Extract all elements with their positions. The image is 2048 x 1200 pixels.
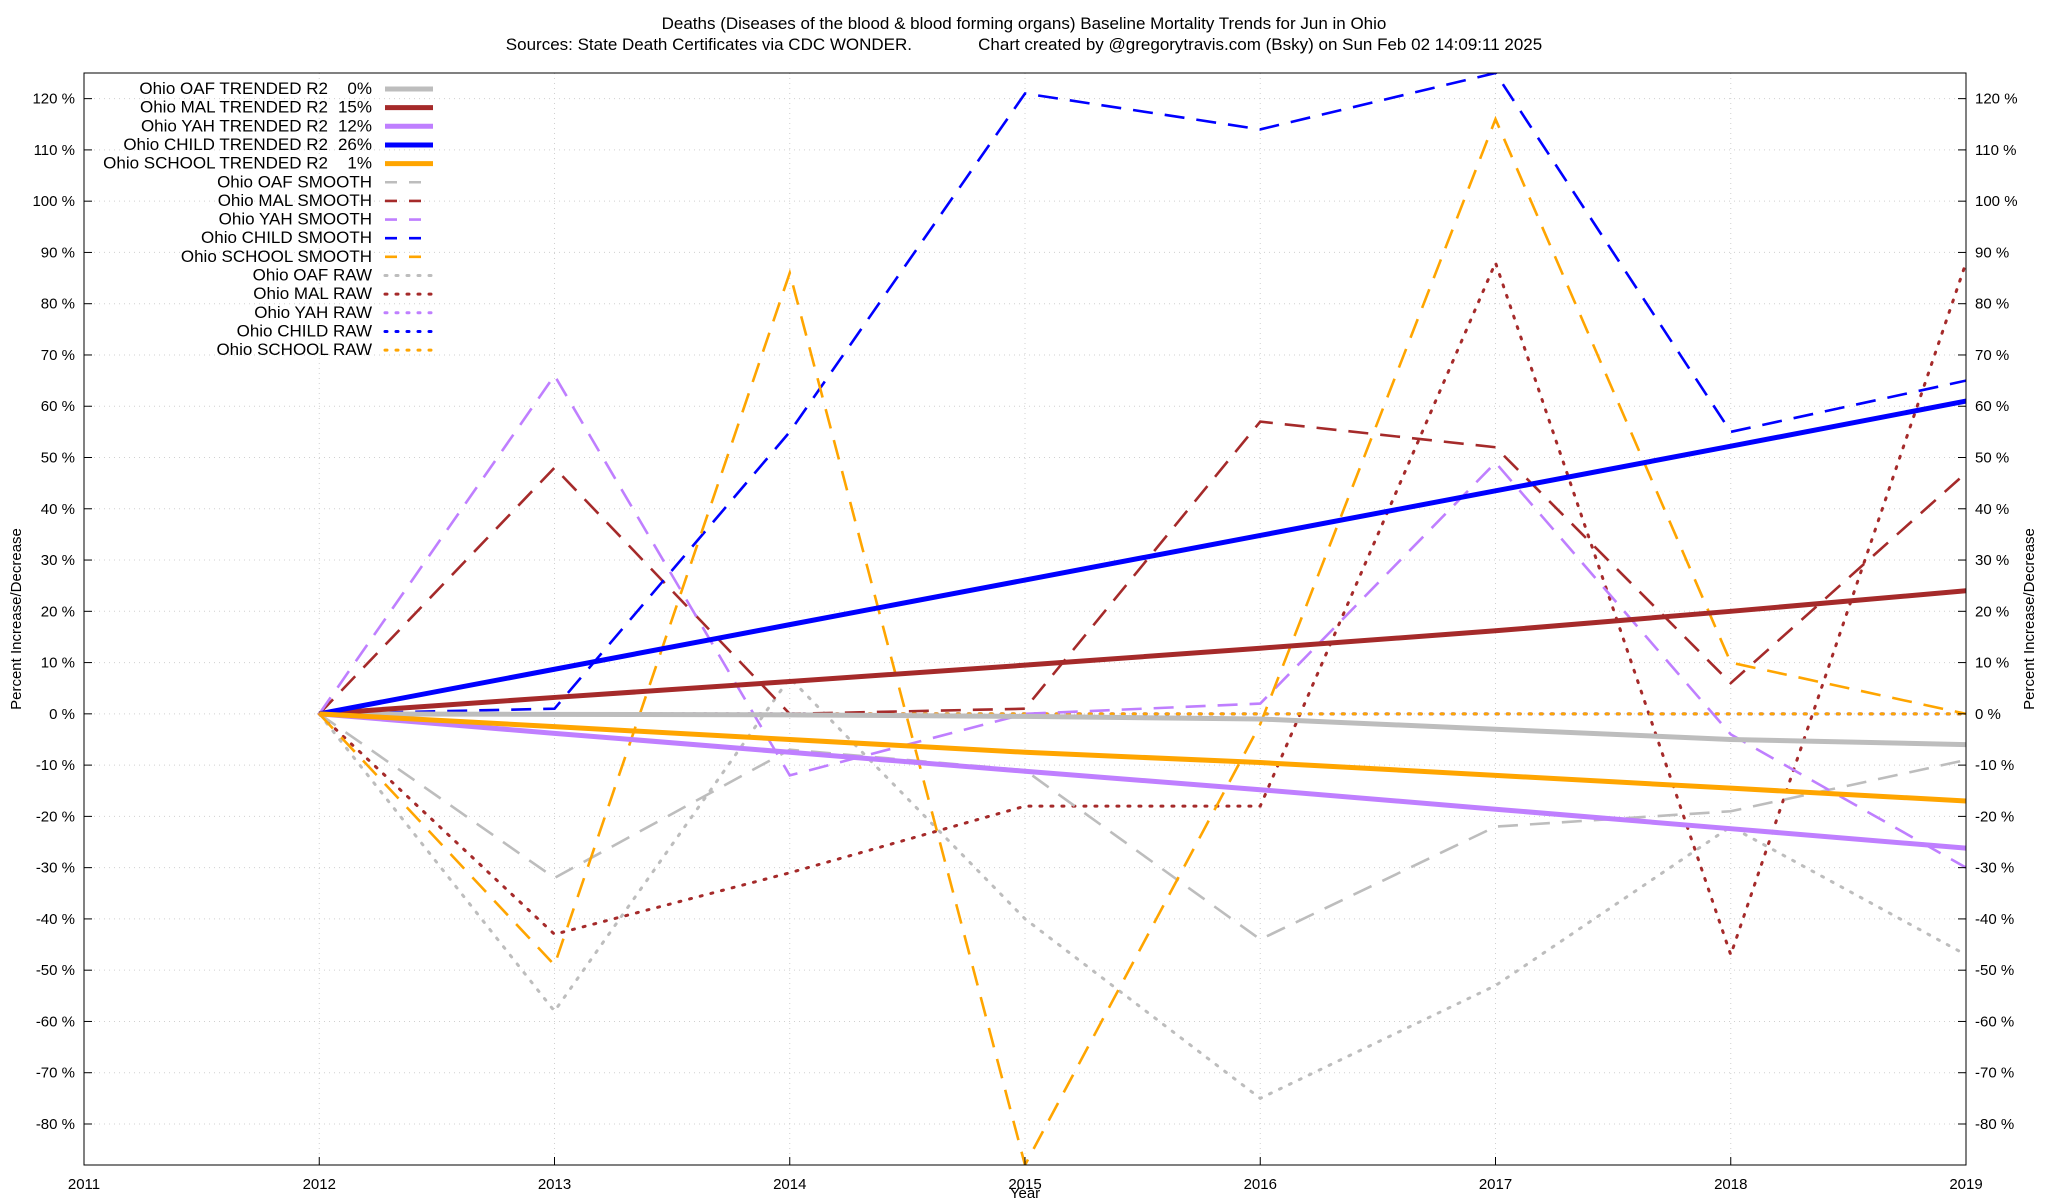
y-tick-label-right: -50 % bbox=[1975, 962, 2014, 979]
series-line-ohio-mal-smooth bbox=[318, 420, 1966, 716]
y-tick-label-right: -60 % bbox=[1975, 1013, 2014, 1030]
series-line-ohio-oaf-raw bbox=[317, 675, 1966, 1101]
y-tick-label-right: 100 % bbox=[1975, 193, 2018, 210]
series-line-ohio-oaf-smooth bbox=[318, 712, 1966, 941]
legend-label-ohio-child-trended-r2: Ohio CHILD TRENDED R2 bbox=[123, 135, 328, 154]
y-tick-label-right: 70 % bbox=[1975, 347, 2009, 364]
series-line-ohio-school-trended-r2 bbox=[319, 711, 1966, 804]
y-tick-label-right: 30 % bbox=[1975, 552, 2009, 569]
legend-r2-ohio-yah-trended-r2: 12% bbox=[338, 116, 372, 135]
y-tick-label-right: 120 % bbox=[1975, 91, 2018, 108]
legend-r2-ohio-mal-trended-r2: 15% bbox=[338, 98, 372, 117]
y-tick-label-left: 70 % bbox=[41, 347, 75, 364]
series-line-ohio-school-smooth bbox=[318, 115, 1966, 1165]
y-tick-label-left: -50 % bbox=[36, 962, 75, 979]
x-tick-label: 2016 bbox=[1244, 1176, 1277, 1193]
y-tick-label-left: -30 % bbox=[36, 860, 75, 877]
y-tick-label-left: 40 % bbox=[41, 501, 75, 518]
y-tick-label-right: -40 % bbox=[1975, 911, 2014, 928]
legend-r2-ohio-oaf-trended-r2: 0% bbox=[347, 79, 372, 98]
x-axis-label: Year bbox=[1010, 1185, 1040, 1200]
y-tick-label-left: -70 % bbox=[36, 1065, 75, 1082]
y-tick-label-right: 110 % bbox=[1975, 142, 2016, 159]
y-tick-label-left: -20 % bbox=[36, 808, 75, 825]
y-tick-label-left: 80 % bbox=[41, 296, 75, 313]
series-line-ohio-yah-smooth bbox=[318, 373, 1966, 869]
y-tick-label-right: 90 % bbox=[1975, 244, 2009, 261]
legend-label-ohio-school-trended-r2: Ohio SCHOOL TRENDED R2 bbox=[103, 154, 328, 173]
series-line-ohio-mal-raw bbox=[317, 258, 1966, 960]
y-tick-label-left: 20 % bbox=[41, 603, 75, 620]
legend-label-ohio-yah-smooth: Ohio YAH SMOOTH bbox=[219, 210, 372, 229]
y-tick-label-left: 10 % bbox=[41, 655, 75, 672]
x-tick-label: 2012 bbox=[303, 1176, 336, 1193]
y-tick-label-right: 80 % bbox=[1975, 296, 2009, 313]
legend-label-ohio-school-raw: Ohio SCHOOL RAW bbox=[216, 340, 372, 359]
x-tick-label: 2014 bbox=[773, 1176, 806, 1193]
y-tick-label-left: 100 % bbox=[32, 193, 75, 210]
legend-r2-ohio-school-trended-r2: 1% bbox=[347, 154, 372, 173]
x-tick-label: 2013 bbox=[538, 1176, 571, 1193]
x-tick-label: 2018 bbox=[1714, 1176, 1747, 1193]
series-line-ohio-mal-trended-r2 bbox=[319, 588, 1966, 717]
y-tick-label-right: 40 % bbox=[1975, 501, 2009, 518]
series-line-ohio-oaf-trended-r2 bbox=[319, 711, 1966, 748]
legend: Ohio OAF TRENDED R2 0% Ohio MAL TRENDED R2… bbox=[103, 79, 435, 359]
x-tick-label: 2017 bbox=[1479, 1176, 1512, 1193]
y-tick-label-right: 60 % bbox=[1975, 398, 2009, 415]
y-tick-label-right: -10 % bbox=[1975, 757, 2014, 774]
y-tick-label-left: 110 % bbox=[34, 142, 75, 159]
y-tick-label-left: 120 % bbox=[32, 91, 75, 108]
legend-label-ohio-yah-trended-r2: Ohio YAH TRENDED R2 bbox=[141, 116, 328, 135]
y-tick-label-right: 20 % bbox=[1975, 603, 2009, 620]
y-tick-label-right: -20 % bbox=[1975, 808, 2014, 825]
y-tick-label-right: 10 % bbox=[1975, 655, 2009, 672]
axes: 120 % 120 % 110 % 110 % 100 % 100 % 90 % 90 % 80… bbox=[32, 91, 2017, 1193]
x-tick-label: 2015 bbox=[1008, 1176, 1041, 1193]
legend-label-ohio-child-smooth: Ohio CHILD SMOOTH bbox=[201, 228, 372, 247]
y-tick-label-right: -70 % bbox=[1975, 1065, 2014, 1082]
legend-label-ohio-child-raw: Ohio CHILD RAW bbox=[237, 321, 372, 340]
series-line-ohio-child-trended-r2 bbox=[318, 398, 1966, 717]
legend-label-ohio-mal-smooth: Ohio MAL SMOOTH bbox=[218, 191, 372, 210]
chart-title: Deaths (Diseases of the blood & blood fo… bbox=[662, 14, 1387, 33]
chart-subtitle: Sources: State Death Certificates via CD… bbox=[506, 35, 1542, 54]
y-tick-label-right: -80 % bbox=[1975, 1116, 2014, 1133]
legend-label-ohio-mal-trended-r2: Ohio MAL TRENDED R2 bbox=[140, 98, 328, 117]
y-tick-label-left: 60 % bbox=[41, 398, 75, 415]
y-tick-label-left: -40 % bbox=[36, 911, 75, 928]
x-tick-label: 2011 bbox=[68, 1176, 100, 1193]
legend-label-ohio-oaf-smooth: Ohio OAF SMOOTH bbox=[217, 172, 372, 191]
y-tick-label-left: 90 % bbox=[41, 244, 75, 261]
series-line-ohio-yah-trended-r2 bbox=[319, 711, 1966, 851]
y-tick-label-left: 30 % bbox=[41, 552, 75, 569]
legend-label-ohio-mal-raw: Ohio MAL RAW bbox=[253, 284, 372, 303]
legend-r2-ohio-child-trended-r2: 26% bbox=[338, 135, 372, 154]
y-tick-label-left: 0 % bbox=[49, 706, 75, 723]
y-tick-label-right: 50 % bbox=[1975, 450, 2009, 467]
legend-label-ohio-oaf-raw: Ohio OAF RAW bbox=[253, 266, 372, 285]
x-tick-label: 2019 bbox=[1949, 1176, 1982, 1193]
y-axis-label-right: Percent Increase/Decrease bbox=[2021, 528, 2038, 710]
y-axis-label-left: Percent Increase/Decrease bbox=[8, 528, 25, 710]
series-layer bbox=[317, 73, 1966, 1165]
legend-label-ohio-yah-raw: Ohio YAH RAW bbox=[254, 303, 372, 322]
y-tick-label-left: -10 % bbox=[36, 757, 75, 774]
y-tick-label-left: -80 % bbox=[36, 1116, 75, 1133]
y-tick-label-left: 50 % bbox=[41, 450, 75, 467]
y-tick-label-right: -30 % bbox=[1975, 860, 2014, 877]
y-tick-label-left: -60 % bbox=[36, 1013, 75, 1030]
y-tick-label-right: 0 % bbox=[1975, 706, 2001, 723]
legend-label-ohio-oaf-trended-r2: Ohio OAF TRENDED R2 bbox=[139, 79, 328, 98]
legend-label-ohio-school-smooth: Ohio SCHOOL SMOOTH bbox=[181, 247, 372, 266]
